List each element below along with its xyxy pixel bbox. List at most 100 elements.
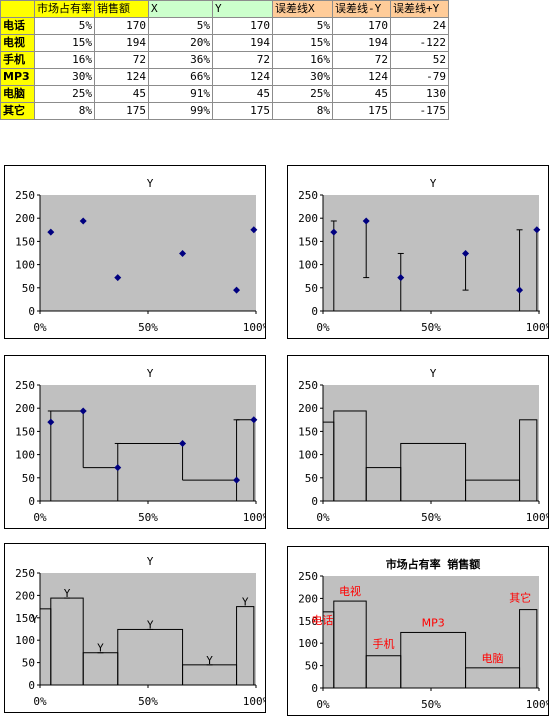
table-cell[interactable]: 5% bbox=[34, 17, 95, 35]
table-row: 电话 5% 170 5% 170 5% 170 24 bbox=[0, 17, 449, 35]
table-cell[interactable]: 45 bbox=[212, 85, 273, 103]
row-label[interactable]: 电脑 bbox=[0, 85, 35, 103]
chart-svg: Y 0 50 100 150 200 250 0% 50% 100% Y Y Y Y Y Y bbox=[4, 543, 266, 713]
table-cell[interactable]: -122 bbox=[390, 34, 449, 52]
table-cell[interactable]: 5% bbox=[272, 17, 333, 35]
table-cell[interactable]: 194 bbox=[332, 34, 391, 52]
bar bbox=[400, 442, 467, 502]
data-point bbox=[533, 226, 541, 234]
table-cell[interactable]: 15% bbox=[34, 34, 95, 52]
header-cell[interactable]: 误差线-Y bbox=[332, 0, 391, 18]
row-label[interactable]: 手机 bbox=[0, 51, 35, 69]
table-cell[interactable]: 16% bbox=[272, 51, 333, 69]
table-cell[interactable]: 66% bbox=[148, 68, 213, 86]
y-tick-label: 0 bbox=[311, 682, 318, 695]
x-tick-label: 0% bbox=[316, 698, 330, 711]
table-cell[interactable]: 170 bbox=[94, 17, 149, 35]
header-cell[interactable] bbox=[0, 0, 35, 18]
table-cell[interactable]: 124 bbox=[212, 68, 273, 86]
data-point bbox=[516, 286, 524, 294]
chart-title: Y bbox=[147, 177, 154, 190]
row-label[interactable]: 电话 bbox=[0, 17, 35, 35]
bar-point-label: Y bbox=[242, 596, 249, 609]
table-cell[interactable]: 36% bbox=[148, 51, 213, 69]
x-tick-label: 100% bbox=[243, 695, 266, 708]
table-cell[interactable]: 45 bbox=[332, 85, 391, 103]
table-cell[interactable]: 72 bbox=[212, 51, 273, 69]
y-tick-label: 200 bbox=[15, 212, 35, 225]
y-tick-label: 250 bbox=[15, 379, 35, 392]
table-cell[interactable]: 91% bbox=[148, 85, 213, 103]
chart-scatter[interactable]: Y 0 50 100 150 200 250 0% 50% 100% bbox=[4, 165, 266, 339]
header-cell[interactable]: X bbox=[148, 0, 213, 18]
y-tick-label: 100 bbox=[15, 634, 35, 647]
chart-svg: Y 0 50 100 150 200 250 0% 50% 100% bbox=[287, 355, 549, 529]
header-cell[interactable]: 市场占有率 bbox=[34, 0, 95, 18]
y-tick-label: 150 bbox=[15, 612, 35, 625]
data-point bbox=[362, 217, 370, 225]
y-tick-label: 0 bbox=[311, 305, 318, 318]
row-label[interactable]: 其它 bbox=[0, 102, 35, 120]
y-tick-label: 150 bbox=[15, 235, 35, 248]
table-cell[interactable]: 124 bbox=[332, 68, 391, 86]
table-cell[interactable]: 170 bbox=[212, 17, 273, 35]
table-cell[interactable]: 72 bbox=[332, 51, 391, 69]
header-cell[interactable]: Y bbox=[212, 0, 273, 18]
header-cell[interactable]: 销售额 bbox=[94, 0, 149, 18]
table-cell[interactable]: -175 bbox=[390, 102, 449, 120]
x-tick-label: 100% bbox=[526, 511, 549, 524]
table-cell[interactable]: 20% bbox=[148, 34, 213, 52]
x-tick-label: 50% bbox=[421, 321, 441, 334]
y-tick-label: 50 bbox=[22, 472, 35, 485]
header-cell[interactable]: 误差线+Y bbox=[390, 0, 449, 18]
table-cell[interactable]: 24 bbox=[390, 17, 449, 35]
table-cell[interactable]: 52 bbox=[390, 51, 449, 69]
data-point bbox=[250, 226, 258, 234]
y-tick-label: 200 bbox=[298, 212, 318, 225]
y-tick-label: 250 bbox=[298, 189, 318, 202]
table-cell[interactable]: 175 bbox=[94, 102, 149, 120]
row-label[interactable]: MP3 bbox=[0, 68, 35, 86]
y-tick-label: 100 bbox=[15, 449, 35, 462]
table-cell[interactable]: 130 bbox=[390, 85, 449, 103]
table-cell[interactable]: 72 bbox=[94, 51, 149, 69]
table-cell[interactable]: 15% bbox=[272, 34, 333, 52]
table-cell[interactable]: 45 bbox=[94, 85, 149, 103]
data-point bbox=[330, 228, 338, 236]
table-cell[interactable]: 170 bbox=[332, 17, 391, 35]
row-label[interactable]: 电视 bbox=[0, 34, 35, 52]
header-cell[interactable]: 误差线X bbox=[272, 0, 333, 18]
table-cell[interactable]: 194 bbox=[94, 34, 149, 52]
y-tick-label: 0 bbox=[28, 305, 35, 318]
table-cell[interactable]: 194 bbox=[212, 34, 273, 52]
table-cell[interactable]: 25% bbox=[272, 85, 333, 103]
table-cell[interactable]: 16% bbox=[34, 51, 95, 69]
data-point bbox=[79, 217, 87, 225]
table-cell[interactable]: -79 bbox=[390, 68, 449, 86]
chart-scatter-xy-error[interactable]: Y 0 50 100 150 200 250 0% 50% 100% bbox=[4, 355, 266, 529]
table-cell[interactable]: 175 bbox=[332, 102, 391, 120]
bar-point-label: Y bbox=[147, 618, 154, 631]
bar-category-label: 电视 bbox=[339, 584, 361, 598]
y-tick-label: 150 bbox=[15, 425, 35, 438]
table-cell[interactable]: 124 bbox=[94, 68, 149, 86]
x-tick-label: 50% bbox=[421, 698, 441, 711]
data-point bbox=[462, 249, 470, 257]
y-tick-label: 50 bbox=[305, 660, 318, 673]
table-cell[interactable]: 30% bbox=[34, 68, 95, 86]
chart-variable-width-columns-labeled[interactable]: Y 0 50 100 150 200 250 0% 50% 100% Y Y Y Y Y Y bbox=[4, 543, 266, 713]
table-cell[interactable]: 99% bbox=[148, 102, 213, 120]
table-cell[interactable]: 8% bbox=[272, 102, 333, 120]
table-cell[interactable]: 5% bbox=[148, 17, 213, 35]
table-row: 手机 16% 72 36% 72 16% 72 52 bbox=[0, 51, 449, 69]
table-cell[interactable]: 175 bbox=[212, 102, 273, 120]
x-tick-label: 0% bbox=[33, 695, 47, 708]
data-point bbox=[397, 274, 405, 282]
table-row: MP3 30% 124 66% 124 30% 124 -79 bbox=[0, 68, 449, 86]
chart-scatter-y-error[interactable]: Y 0 50 100 150 200 250 0% 50% 100% bbox=[287, 165, 549, 339]
table-cell[interactable]: 30% bbox=[272, 68, 333, 86]
chart-variable-width-columns[interactable]: Y 0 50 100 150 200 250 0% 50% 100% bbox=[287, 355, 549, 529]
table-cell[interactable]: 25% bbox=[34, 85, 95, 103]
table-cell[interactable]: 8% bbox=[34, 102, 95, 120]
